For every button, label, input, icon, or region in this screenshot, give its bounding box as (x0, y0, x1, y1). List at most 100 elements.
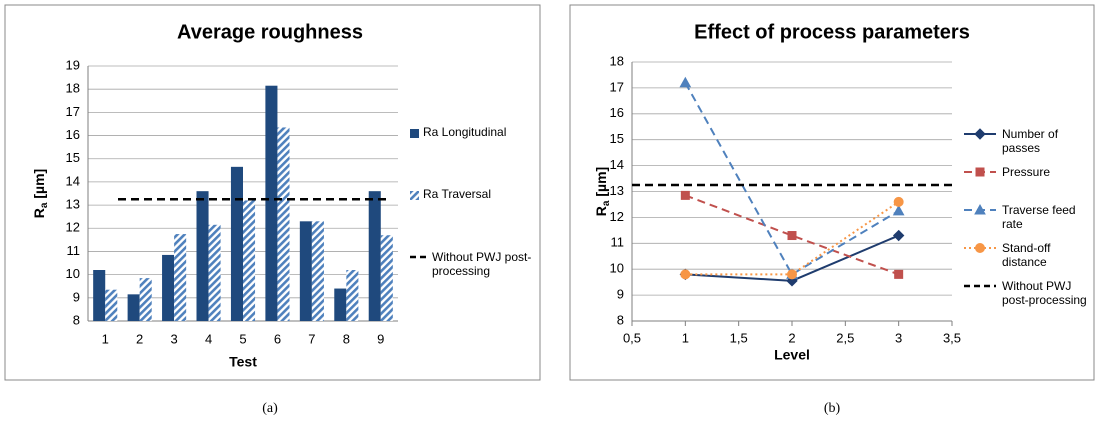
y-tick-label: 10 (66, 266, 80, 281)
marker (679, 76, 692, 88)
x-tick-label: 6 (274, 331, 281, 346)
caption: (a) (262, 401, 278, 416)
bar (162, 254, 175, 321)
bar (93, 270, 106, 321)
y-tick-label: 18 (66, 81, 80, 96)
bar (346, 270, 359, 321)
legend-text: Ra Longitudinal (423, 125, 507, 139)
x-tick-label: 1 (102, 331, 109, 346)
x-tick-label: 0,5 (623, 330, 641, 345)
y-tick-label: 17 (66, 104, 80, 119)
legend-label: Stand-off distance (1002, 241, 1051, 269)
y-tick-label: 16 (610, 105, 624, 120)
x-tick-label: 3,5 (943, 330, 961, 345)
legend-label: Ra Longitudinal (423, 125, 507, 139)
marker (894, 269, 904, 279)
legend-text: Number of passes (1002, 127, 1059, 155)
legend-text: Ra Traversal (423, 187, 492, 201)
x-tick-label: 1 (682, 330, 689, 345)
legend-text: Pressure (1002, 165, 1051, 179)
bar (139, 278, 152, 321)
bar (277, 127, 290, 321)
y-label-subscript: a (39, 202, 50, 208)
y-tick-label: 13 (610, 183, 624, 198)
marker (787, 269, 797, 280)
y-label-unit: [µm] (593, 167, 609, 201)
x-tick-label: 2,5 (836, 330, 854, 345)
y-tick-label: 8 (73, 312, 80, 327)
y-label-symbol: R (593, 206, 609, 216)
legend-text: Without PWJ post-processing (432, 250, 532, 278)
marker (892, 229, 905, 242)
bar (311, 221, 324, 321)
y-tick-label: 19 (66, 57, 80, 72)
legend-swatch (410, 191, 419, 200)
chart-frame (569, 4, 1095, 381)
y-tick-label: 18 (610, 53, 624, 68)
legend-text: Without PWJ post-processing (1002, 279, 1087, 307)
y-tick-label: 17 (610, 79, 624, 94)
x-tick-label: 4 (205, 331, 212, 346)
y-tick-label: 13 (66, 197, 80, 212)
bar (105, 289, 118, 321)
line (684, 82, 900, 276)
bar (299, 221, 312, 321)
marker (893, 196, 904, 207)
marker (892, 204, 905, 216)
x-tick-label: 2 (788, 330, 795, 345)
bar (380, 235, 393, 321)
x-tick-label: 3 (895, 330, 902, 345)
chart-title: Average roughness (177, 21, 363, 43)
bar (174, 234, 187, 321)
y-tick-label: 14 (610, 157, 624, 172)
x-axis-label: Test (229, 354, 257, 370)
y-tick-label: 11 (611, 235, 625, 250)
y-tick-label: 9 (73, 289, 80, 304)
y-tick-label: 15 (610, 131, 624, 146)
y-tick-label: 14 (66, 173, 80, 188)
bar (265, 85, 278, 321)
y-tick-label: 12 (610, 209, 624, 224)
y-tick-label: 11 (67, 243, 81, 258)
legend-label: Number of passes (1002, 127, 1059, 155)
y-axis-label: Ra [µm] (593, 167, 612, 216)
legend-marker (974, 128, 986, 140)
bar (334, 288, 347, 321)
legend-label: Without PWJ post-processing (1002, 279, 1087, 307)
legend-swatch (410, 129, 419, 138)
y-axis-label: Ra [µm] (31, 169, 50, 218)
y-tick-label: 16 (66, 127, 80, 142)
legend-text: Stand-off distance (1002, 241, 1051, 269)
x-tick-label: 2 (136, 331, 143, 346)
bar (243, 200, 256, 321)
bar (230, 166, 243, 321)
legend-marker (974, 203, 986, 215)
y-label-subscript: a (601, 200, 612, 206)
marker (680, 269, 691, 280)
bar (208, 224, 221, 321)
legend-label: Traverse feed rate (1002, 203, 1076, 231)
legend-marker (975, 167, 985, 177)
bar (127, 294, 140, 321)
x-tick-label: 8 (343, 331, 350, 346)
bar (196, 191, 209, 321)
line (684, 194, 900, 276)
bar (368, 191, 381, 321)
chart-title: Effect of process parameters (694, 21, 970, 43)
y-tick-label: 10 (610, 261, 624, 276)
marker (787, 231, 797, 241)
x-tick-label: 9 (377, 331, 384, 346)
x-tick-label: 3 (170, 331, 177, 346)
legend-marker (975, 243, 985, 253)
x-tick-label: 1,5 (730, 330, 748, 345)
caption: (b) (824, 401, 841, 416)
x-axis-label: Level (774, 347, 810, 363)
y-label-unit: [µm] (31, 169, 47, 203)
y-tick-label: 9 (617, 287, 624, 302)
y-tick-label: 15 (66, 150, 80, 165)
x-tick-label: 5 (239, 331, 246, 346)
legend-label: Without PWJ post-processing (432, 250, 532, 278)
legend-text: Traverse feed rate (1002, 203, 1076, 231)
legend-label: Pressure (1002, 165, 1051, 179)
